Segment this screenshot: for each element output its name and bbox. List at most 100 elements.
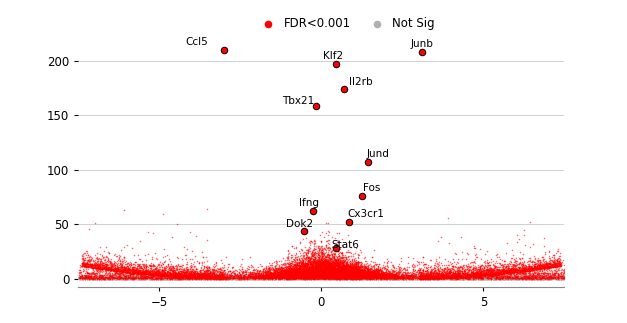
Point — [396, 276, 406, 281]
Point — [303, 262, 314, 267]
Point — [193, 272, 203, 277]
Point — [356, 273, 366, 278]
Point — [162, 261, 172, 266]
Point — [342, 268, 352, 274]
Point — [352, 271, 362, 276]
Point — [447, 273, 457, 278]
Point — [359, 276, 369, 281]
Point — [367, 270, 377, 276]
Point — [185, 271, 195, 276]
Point — [221, 275, 231, 280]
Point — [282, 274, 292, 279]
Point — [330, 266, 340, 272]
Point — [406, 273, 416, 278]
Point — [290, 272, 300, 277]
Point — [365, 276, 375, 281]
Point — [426, 276, 436, 281]
Point — [329, 275, 339, 280]
Point — [545, 265, 556, 270]
Point — [127, 276, 137, 281]
Point — [372, 272, 382, 277]
Point — [85, 262, 95, 267]
Point — [145, 271, 155, 276]
Point — [392, 270, 402, 276]
Point — [201, 275, 211, 280]
Point — [172, 273, 182, 278]
Point — [485, 276, 495, 281]
Point — [431, 256, 441, 262]
Point — [303, 258, 313, 263]
Point — [342, 272, 352, 277]
Point — [391, 275, 401, 280]
Point — [147, 255, 157, 260]
Point — [360, 264, 370, 269]
Point — [509, 268, 519, 273]
Point — [473, 272, 483, 277]
Point — [285, 275, 295, 280]
Point — [276, 272, 286, 277]
Point — [487, 276, 497, 281]
Point — [391, 271, 401, 276]
Point — [277, 270, 287, 275]
Point — [527, 276, 537, 281]
Point — [135, 275, 145, 280]
Point — [165, 276, 175, 281]
Point — [446, 273, 456, 278]
Point — [339, 264, 349, 269]
Point — [519, 266, 529, 272]
Point — [320, 273, 330, 278]
Point — [369, 273, 379, 278]
Point — [311, 244, 321, 249]
Point — [454, 275, 464, 280]
Point — [326, 269, 336, 274]
Point — [313, 274, 323, 279]
Point — [480, 276, 490, 281]
Point — [134, 268, 144, 273]
Point — [336, 264, 346, 269]
Point — [530, 275, 540, 280]
Point — [314, 274, 324, 279]
Point — [307, 275, 317, 280]
Point — [366, 271, 376, 276]
Point — [316, 273, 326, 278]
Point — [340, 274, 350, 279]
Point — [332, 255, 342, 260]
Point — [317, 274, 327, 279]
Point — [220, 275, 230, 280]
Point — [371, 272, 381, 277]
Point — [227, 276, 237, 281]
Point — [471, 276, 481, 281]
Point — [135, 256, 145, 262]
Point — [149, 271, 159, 276]
Point — [425, 273, 435, 278]
Point — [347, 273, 357, 278]
Point — [320, 269, 330, 274]
Point — [505, 270, 515, 275]
Point — [223, 275, 233, 280]
Point — [151, 256, 161, 261]
Point — [393, 276, 403, 281]
Point — [368, 268, 378, 273]
Point — [482, 274, 492, 279]
Point — [268, 276, 278, 281]
Point — [414, 270, 424, 275]
Point — [424, 276, 435, 281]
Point — [82, 275, 92, 280]
Point — [132, 270, 142, 275]
Point — [229, 274, 240, 279]
Point — [338, 270, 348, 275]
Point — [426, 274, 436, 279]
Point — [189, 274, 199, 279]
Point — [261, 276, 271, 281]
Point — [359, 273, 369, 278]
Point — [294, 272, 304, 277]
Point — [388, 276, 398, 281]
Point — [426, 269, 436, 274]
Point — [90, 264, 100, 269]
Point — [315, 275, 325, 280]
Point — [287, 275, 297, 280]
Point — [345, 272, 356, 277]
Point — [380, 276, 390, 281]
Point — [356, 271, 366, 276]
Point — [231, 276, 241, 281]
